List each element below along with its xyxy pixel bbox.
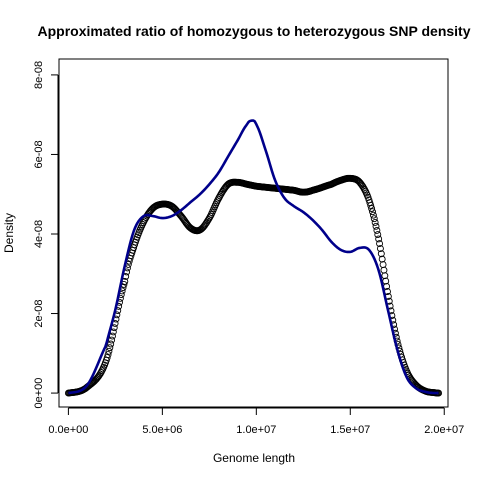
series-line xyxy=(68,119,439,395)
data-point xyxy=(374,231,382,239)
data-point xyxy=(106,344,114,352)
data-point xyxy=(371,219,379,226)
data-point xyxy=(103,354,111,362)
y-axis: 0e+00 2e-08 4e-08 6e-08 8e-08 xyxy=(33,61,59,409)
x-tick-label: 2.0e+07 xyxy=(424,424,464,436)
x-tick-label: 0.0e+00 xyxy=(48,424,88,436)
data-point xyxy=(372,222,380,230)
data-point xyxy=(97,369,105,376)
data-point xyxy=(377,250,385,258)
data-point xyxy=(369,211,377,219)
data-point xyxy=(375,235,383,243)
x-axis-label: Genome length xyxy=(213,451,295,465)
data-point xyxy=(105,347,113,355)
data-point xyxy=(368,205,376,212)
chart-title: Approximated ratio of homozygous to hete… xyxy=(37,23,470,39)
x-tick-label: 5.0e+06 xyxy=(142,424,182,436)
x-axis: 0.0e+00 5.0e+06 1.0e+07 1.5e+07 2.0e+07 xyxy=(48,407,464,436)
series-layer xyxy=(64,119,443,397)
x-tick-label: 1.0e+07 xyxy=(236,424,276,436)
data-point xyxy=(104,351,112,359)
data-point xyxy=(376,240,383,248)
data-point xyxy=(367,201,375,209)
plot-frame xyxy=(58,58,449,408)
y-tick-label: 2e-08 xyxy=(33,299,45,327)
data-point xyxy=(370,215,378,223)
series-points xyxy=(64,174,443,397)
data-point xyxy=(107,340,115,348)
y-tick-label: 8e-08 xyxy=(33,61,45,89)
x-tick-label: 1.5e+07 xyxy=(330,424,370,436)
data-point xyxy=(373,226,381,234)
data-point xyxy=(381,272,389,280)
data-point xyxy=(376,245,384,253)
y-axis-label: Density xyxy=(2,213,16,253)
y-tick-label: 6e-08 xyxy=(33,140,45,168)
y-tick-label: 0e+00 xyxy=(33,378,45,409)
y-tick-label: 4e-08 xyxy=(33,220,45,248)
data-point xyxy=(369,208,376,216)
data-point xyxy=(205,214,213,222)
